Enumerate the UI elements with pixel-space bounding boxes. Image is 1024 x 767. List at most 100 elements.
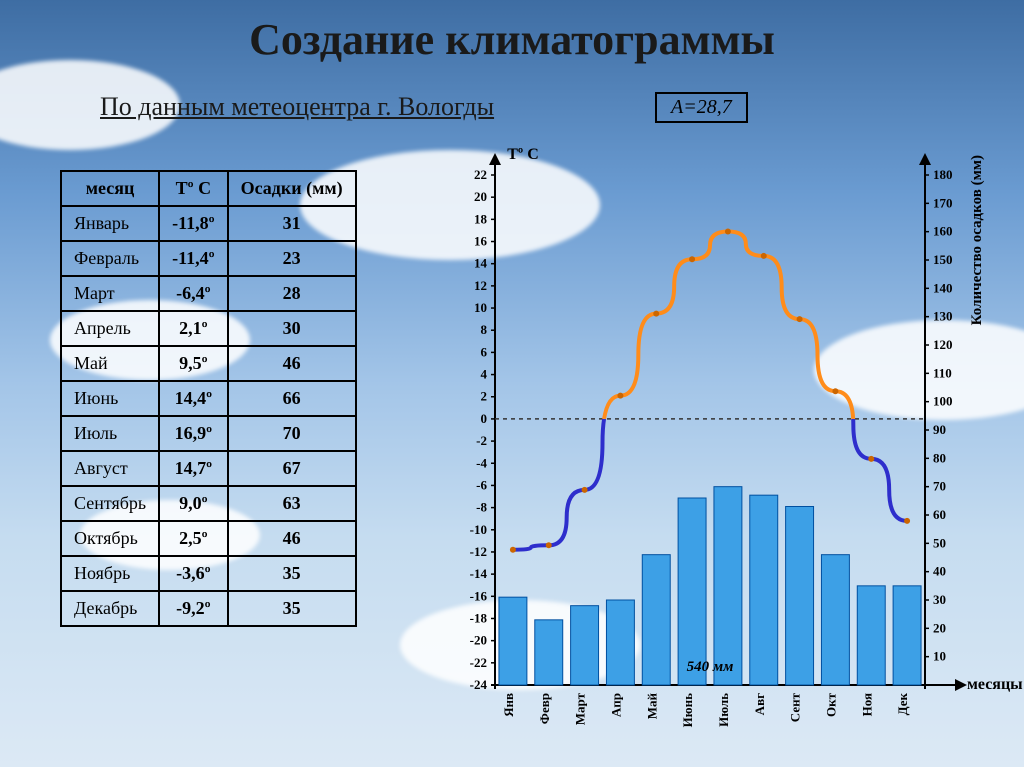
cell-temp: 14,7º <box>159 451 227 486</box>
cell-temp: 14,4º <box>159 381 227 416</box>
cell-precip: 35 <box>228 556 356 591</box>
cell-precip: 46 <box>228 346 356 381</box>
svg-text:-14: -14 <box>470 566 488 581</box>
svg-text:Дек: Дек <box>895 693 910 716</box>
table-row: Январь-11,8º31 <box>61 206 356 241</box>
cell-month: Апрель <box>61 311 159 346</box>
cell-temp: -9,2º <box>159 591 227 626</box>
svg-text:Tº C: Tº C <box>507 146 539 163</box>
cell-month: Июнь <box>61 381 159 416</box>
svg-text:4: 4 <box>481 367 488 382</box>
svg-text:20: 20 <box>933 620 946 635</box>
svg-text:140: 140 <box>933 280 953 295</box>
col-temp: Tº C <box>159 171 227 206</box>
svg-text:Февр: Февр <box>537 693 552 724</box>
svg-text:22: 22 <box>474 167 487 182</box>
cell-month: Сентябрь <box>61 486 159 521</box>
cell-month: Декабрь <box>61 591 159 626</box>
cell-precip: 63 <box>228 486 356 521</box>
cell-month: Февраль <box>61 241 159 276</box>
svg-text:месяцы: месяцы <box>967 676 1023 693</box>
svg-text:-16: -16 <box>470 588 488 603</box>
cell-month: Март <box>61 276 159 311</box>
svg-text:Май: Май <box>644 692 659 719</box>
table-row: Август14,7º67 <box>61 451 356 486</box>
svg-text:-4: -4 <box>476 455 487 470</box>
table-row: Июль16,9º70 <box>61 416 356 451</box>
svg-text:-2: -2 <box>476 433 487 448</box>
svg-text:14: 14 <box>474 256 488 271</box>
table-header-row: месяц Tº C Осадки (мм) <box>61 171 356 206</box>
climatogram-chart: Количество осадков (мм) -24-22-20-18-16-… <box>440 145 980 735</box>
cell-precip: 23 <box>228 241 356 276</box>
cell-precip: 31 <box>228 206 356 241</box>
svg-text:-12: -12 <box>470 544 487 559</box>
cell-month: Январь <box>61 206 159 241</box>
cell-temp: 2,5º <box>159 521 227 556</box>
svg-text:Окт: Окт <box>823 692 838 717</box>
svg-text:Ноя: Ноя <box>859 693 874 716</box>
climate-data-table: месяц Tº C Осадки (мм) Январь-11,8º31Фев… <box>60 170 357 627</box>
svg-text:110: 110 <box>933 365 952 380</box>
table-row: Декабрь-9,2º35 <box>61 591 356 626</box>
svg-text:100: 100 <box>933 394 953 409</box>
table-row: Февраль-11,4º23 <box>61 241 356 276</box>
table-row: Сентябрь9,0º63 <box>61 486 356 521</box>
svg-text:90: 90 <box>933 422 946 437</box>
svg-text:-22: -22 <box>470 655 487 670</box>
svg-text:50: 50 <box>933 535 946 550</box>
cell-temp: -11,4º <box>159 241 227 276</box>
col-month: месяц <box>61 171 159 206</box>
svg-text:Янв: Янв <box>501 693 516 717</box>
svg-text:170: 170 <box>933 195 953 210</box>
cell-precip: 28 <box>228 276 356 311</box>
svg-text:-24: -24 <box>470 677 488 692</box>
svg-text:16: 16 <box>474 234 488 249</box>
svg-text:180: 180 <box>933 167 953 182</box>
svg-text:130: 130 <box>933 309 953 324</box>
cell-precip: 30 <box>228 311 356 346</box>
precip-axis-label: Количество осадков (мм) <box>969 155 986 325</box>
cell-precip: 35 <box>228 591 356 626</box>
svg-text:-6: -6 <box>476 477 487 492</box>
cell-month: Ноябрь <box>61 556 159 591</box>
svg-text:0: 0 <box>481 411 488 426</box>
svg-text:-18: -18 <box>470 610 488 625</box>
svg-text:-10: -10 <box>470 522 487 537</box>
table-row: Октябрь2,5º46 <box>61 521 356 556</box>
svg-text:150: 150 <box>933 252 953 267</box>
svg-text:40: 40 <box>933 564 946 579</box>
svg-text:12: 12 <box>474 278 487 293</box>
cell-temp: 16,9º <box>159 416 227 451</box>
cell-temp: 9,5º <box>159 346 227 381</box>
cell-temp: -6,4º <box>159 276 227 311</box>
svg-text:20: 20 <box>474 189 487 204</box>
svg-text:6: 6 <box>481 344 488 359</box>
subtitle: По данным метеоцентра г. Вологды <box>100 92 494 122</box>
svg-text:8: 8 <box>481 322 488 337</box>
table-row: Июнь14,4º66 <box>61 381 356 416</box>
svg-text:70: 70 <box>933 479 946 494</box>
svg-text:Март: Март <box>573 692 588 725</box>
cell-month: Октябрь <box>61 521 159 556</box>
svg-text:18: 18 <box>474 211 488 226</box>
cell-temp: -3,6º <box>159 556 227 591</box>
svg-text:60: 60 <box>933 507 946 522</box>
table-row: Март-6,4º28 <box>61 276 356 311</box>
svg-text:10: 10 <box>933 649 946 664</box>
svg-text:10: 10 <box>474 300 487 315</box>
amplitude-box: A=28,7 <box>655 92 748 123</box>
svg-text:160: 160 <box>933 224 953 239</box>
svg-text:Июль: Июль <box>716 693 731 727</box>
cell-precip: 67 <box>228 451 356 486</box>
svg-text:Сент: Сент <box>788 692 803 722</box>
svg-text:30: 30 <box>933 592 946 607</box>
svg-text:540 мм: 540 мм <box>687 659 734 675</box>
svg-text:-8: -8 <box>476 500 487 515</box>
table-row: Май9,5º46 <box>61 346 356 381</box>
cell-temp: -11,8º <box>159 206 227 241</box>
svg-text:120: 120 <box>933 337 953 352</box>
cell-temp: 9,0º <box>159 486 227 521</box>
cell-month: Май <box>61 346 159 381</box>
cell-month: Август <box>61 451 159 486</box>
